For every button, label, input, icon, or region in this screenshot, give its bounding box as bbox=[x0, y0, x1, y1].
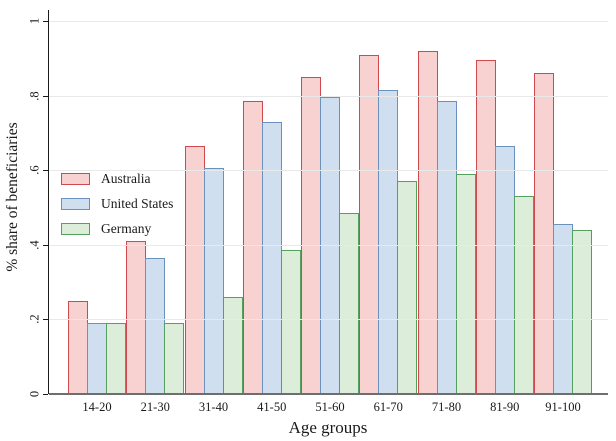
bar-united-states bbox=[87, 323, 107, 394]
bar-germany bbox=[164, 323, 185, 394]
bar-germany bbox=[222, 297, 243, 394]
y-tick-mark bbox=[43, 95, 48, 97]
bar-germany bbox=[572, 229, 592, 394]
gridline bbox=[49, 244, 608, 246]
bar-australia bbox=[534, 73, 554, 394]
x-tick-label: 41-50 bbox=[257, 400, 287, 414]
bar-united-states bbox=[494, 145, 515, 394]
y-tick-mark bbox=[43, 244, 48, 246]
bar-group: 14-20 bbox=[68, 21, 126, 414]
bar-group: 31-40 bbox=[184, 21, 243, 414]
x-tick-label: 61-70 bbox=[373, 400, 403, 414]
y-tick-mark bbox=[43, 319, 48, 321]
y-tick-label: .2 bbox=[27, 314, 42, 325]
gridline bbox=[49, 170, 608, 172]
x-tick-label: 31-40 bbox=[198, 400, 229, 414]
bar-united-states bbox=[203, 168, 224, 394]
bar-australia bbox=[184, 145, 205, 394]
y-tick-mark bbox=[43, 21, 48, 22]
bar-group: 91-100 bbox=[534, 21, 592, 414]
bar-germany bbox=[513, 196, 534, 394]
bar-germany bbox=[280, 250, 301, 394]
bar-australia bbox=[475, 60, 496, 394]
legend-label: Germany bbox=[101, 221, 152, 236]
bar-group: 61-70 bbox=[359, 21, 418, 414]
y-tick-label: .4 bbox=[27, 240, 42, 250]
legend-item: United States bbox=[61, 196, 173, 212]
legend-swatch bbox=[61, 198, 90, 210]
y-axis-title: % share of beneficiaries bbox=[4, 122, 21, 272]
bar-groups: 14-20 21-30 31-40 41-50 51-60 61-70 71-80 81-90… bbox=[68, 21, 592, 414]
bar-australia bbox=[417, 50, 438, 394]
y-axis-line bbox=[48, 10, 49, 394]
bar-united-states bbox=[378, 90, 399, 394]
y-tick-mark bbox=[43, 394, 48, 395]
x-tick-label: 14-20 bbox=[82, 400, 112, 414]
legend-item: Australia bbox=[61, 171, 173, 187]
bar-group: 71-80 bbox=[417, 21, 476, 414]
bar-united-states bbox=[553, 224, 573, 394]
bar-group: 41-50 bbox=[242, 21, 301, 414]
x-tick-label: 71-80 bbox=[431, 400, 462, 414]
x-tick-label: 21-30 bbox=[140, 400, 170, 414]
gridline bbox=[49, 21, 608, 22]
bar-united-states bbox=[436, 101, 457, 394]
y-tick-label: .6 bbox=[27, 165, 42, 175]
legend-swatch bbox=[61, 223, 90, 235]
bar-united-states bbox=[145, 257, 166, 394]
legend-item: Germany bbox=[61, 221, 173, 237]
plot-area: 14-20 21-30 31-40 41-50 51-60 61-70 71-80 81-90… bbox=[49, 21, 608, 414]
bar-germany bbox=[397, 181, 418, 394]
x-axis-line bbox=[49, 392, 608, 395]
bar-germany bbox=[339, 213, 359, 394]
bar-australia bbox=[242, 101, 263, 394]
bar-australia bbox=[301, 76, 321, 394]
bar-group: 81-90 bbox=[475, 21, 534, 414]
bar-united-states bbox=[261, 121, 282, 394]
x-tick-label: 91-100 bbox=[545, 400, 581, 414]
y-tick-label: 1 bbox=[27, 17, 42, 25]
bar-group: 21-30 bbox=[126, 21, 185, 414]
bar-australia bbox=[359, 54, 380, 394]
x-axis-title: Age groups bbox=[288, 418, 368, 437]
legend-swatch bbox=[61, 173, 90, 185]
x-tick-label: 51-60 bbox=[315, 400, 345, 414]
bar-australia bbox=[126, 241, 147, 394]
y-tick-label: 0 bbox=[27, 390, 42, 398]
x-tick-label: 81-90 bbox=[490, 400, 520, 414]
legend: Australia United States Germany bbox=[61, 171, 173, 237]
legend-label: Australia bbox=[101, 171, 151, 186]
gridline bbox=[49, 319, 608, 321]
bar-group: 51-60 bbox=[301, 21, 359, 414]
y-tick-mark bbox=[43, 170, 48, 172]
bar-germany bbox=[106, 323, 126, 394]
bar-australia bbox=[68, 300, 88, 394]
gridline bbox=[49, 95, 608, 97]
y-tick-label: .8 bbox=[27, 90, 42, 101]
legend-label: United States bbox=[101, 196, 174, 211]
bar-germany bbox=[455, 173, 476, 394]
